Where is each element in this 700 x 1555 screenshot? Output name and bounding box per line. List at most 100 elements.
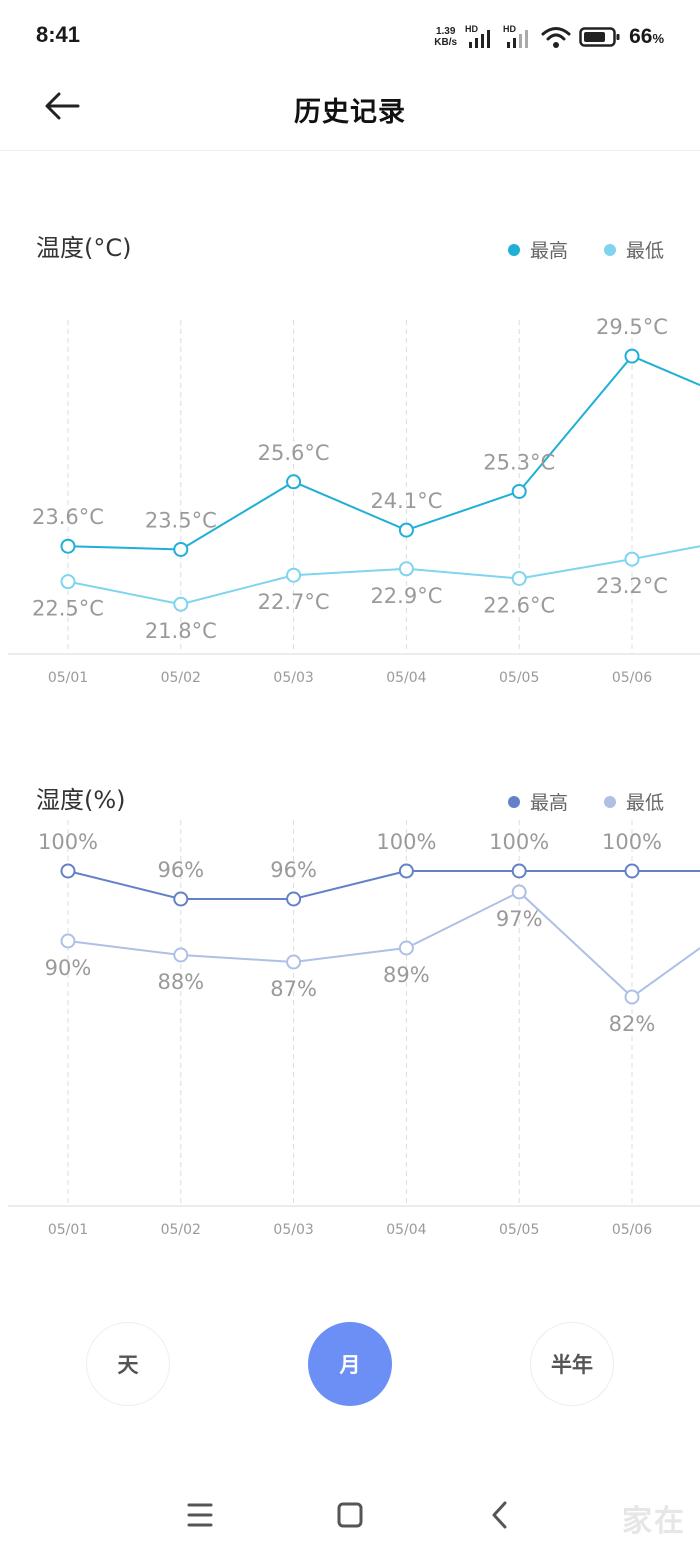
- data-label: 23.5°C: [145, 508, 217, 532]
- legend-dot-low: [603, 243, 616, 256]
- data-point: [60, 863, 76, 879]
- legend-label-high: 最高: [529, 240, 568, 262]
- data-point: [173, 541, 189, 557]
- data-label: 100%: [376, 830, 436, 854]
- temperature-chart-title: 温度(°C): [36, 234, 132, 262]
- x-tick-label: 05/01: [48, 670, 88, 686]
- data-label: 29.5°C: [596, 315, 668, 339]
- data-point: [286, 474, 302, 490]
- data-point: [624, 348, 640, 364]
- data-label: 22.7°C: [258, 590, 330, 614]
- data-label: 100%: [489, 830, 549, 854]
- home-square-icon: [337, 1502, 363, 1528]
- data-point: [624, 863, 640, 879]
- legend-item-high: 最高: [507, 788, 568, 815]
- data-point: [173, 891, 189, 907]
- temperature-chart: 05/01 05/02 05/03 05/04 05/05 05/06 23.6°C 23.5…: [8, 315, 700, 686]
- legend-label-high: 最高: [529, 792, 568, 814]
- legend-dot-low: [603, 795, 616, 808]
- data-point: [173, 947, 189, 963]
- legend-dot-high: [507, 243, 520, 256]
- x-tick-label: 05/06: [612, 1222, 652, 1238]
- data-point: [624, 551, 640, 567]
- signal-icon-1: HD: [465, 24, 491, 48]
- temperature-legend: 最高 最低: [507, 236, 664, 263]
- x-tick-label: 05/02: [161, 670, 201, 686]
- x-tick-label: 05/04: [386, 670, 426, 686]
- data-label: 23.6°C: [32, 505, 104, 529]
- page-title: 历史记录: [294, 97, 406, 128]
- data-point: [398, 522, 414, 538]
- data-point: [60, 933, 76, 949]
- chevron-left-icon: [492, 1501, 507, 1529]
- signal-icon-2: HD: [503, 24, 529, 48]
- battery-percent-value: 66: [629, 25, 653, 48]
- period-selector: 天 月 半年: [0, 1322, 700, 1408]
- data-label: 96%: [270, 858, 317, 882]
- temperature-chart-section: 温度(°C) 最高 最低 05/01 05/02 05/03 05/04 05/05 05…: [0, 150, 700, 710]
- tab-month[interactable]: 月: [308, 1322, 392, 1406]
- network-speed-value: 1.39: [435, 26, 456, 37]
- x-tick-label: 05/01: [48, 1222, 88, 1238]
- menu-button[interactable]: [175, 1490, 225, 1540]
- legend-item-low: 最低: [603, 788, 664, 815]
- data-point: [60, 574, 76, 590]
- data-label: 88%: [157, 970, 204, 994]
- status-bar: 8:41 1.39 KB/s HD HD: [0, 0, 700, 72]
- data-point: [60, 538, 76, 554]
- status-time: 8:41: [36, 22, 81, 47]
- data-label: 82%: [609, 1012, 656, 1036]
- x-tick-label: 05/05: [499, 670, 539, 686]
- data-point: [511, 863, 527, 879]
- humidity-chart-section: 湿度(%) 最高 最低 05/01 05/02 05/03 05/04 05/05 05/…: [0, 760, 700, 1260]
- system-nav-bar: 家在: [0, 1478, 700, 1548]
- data-label: 87%: [270, 977, 317, 1001]
- data-label: 23.2°C: [596, 574, 668, 598]
- signal-badge-2: HD: [503, 24, 516, 34]
- data-label: 22.9°C: [370, 584, 442, 608]
- data-point: [398, 940, 414, 956]
- data-label: 100%: [602, 830, 662, 854]
- humidity-chart: 05/01 05/02 05/03 05/04 05/05 05/06 100% 96% 96%…: [8, 820, 700, 1238]
- data-point: [398, 863, 414, 879]
- legend-item-high: 最高: [507, 236, 568, 263]
- humidity-legend: 最高 最低: [507, 788, 664, 815]
- legend-dot-high: [507, 795, 520, 808]
- battery-icon: [579, 27, 620, 47]
- data-point: [624, 989, 640, 1005]
- data-point: [286, 954, 302, 970]
- tab-day[interactable]: 天: [86, 1322, 170, 1406]
- back-button[interactable]: [38, 86, 88, 126]
- watermark-logo: 家在: [622, 1504, 686, 1539]
- data-point: [286, 567, 302, 583]
- x-tick-label: 05/03: [273, 1222, 313, 1238]
- menu-icon: [187, 1503, 213, 1527]
- data-point: [286, 891, 302, 907]
- back-nav-button[interactable]: [475, 1490, 525, 1540]
- data-label: 25.3°C: [483, 450, 555, 474]
- x-tick-label: 05/05: [499, 1222, 539, 1238]
- status-icons: 1.39 KB/s HD HD 66%: [434, 22, 664, 52]
- data-label: 100%: [38, 830, 98, 854]
- home-button[interactable]: [325, 1490, 375, 1540]
- data-label: 21.8°C: [145, 619, 217, 643]
- data-point: [173, 596, 189, 612]
- data-label: 96%: [157, 858, 204, 882]
- x-tick-label: 05/06: [612, 670, 652, 686]
- data-label: 89%: [383, 963, 430, 987]
- data-point: [511, 884, 527, 900]
- data-point: [511, 483, 527, 499]
- network-speed-unit: KB/s: [434, 37, 458, 48]
- data-label: 97%: [496, 907, 543, 931]
- wifi-icon: [541, 27, 571, 48]
- legend-item-low: 最低: [603, 236, 664, 263]
- battery-percent: 66%: [629, 25, 664, 49]
- tab-half-year[interactable]: 半年: [530, 1322, 614, 1406]
- data-label: 22.5°C: [32, 597, 104, 621]
- data-label: 22.6°C: [483, 593, 555, 617]
- data-label: 24.1°C: [370, 489, 442, 513]
- back-arrow-icon: [45, 92, 80, 120]
- battery-percent-unit: %: [652, 31, 664, 46]
- data-label: 90%: [45, 956, 92, 980]
- legend-label-low: 最低: [625, 240, 664, 262]
